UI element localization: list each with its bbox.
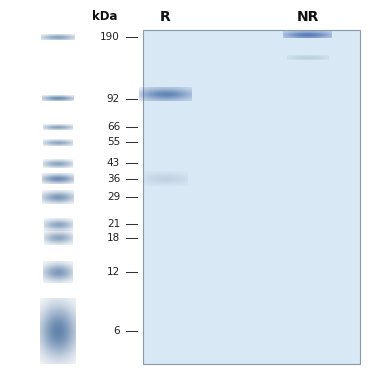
Text: 18: 18: [107, 232, 120, 243]
Text: 29: 29: [107, 192, 120, 202]
Text: kDa: kDa: [92, 10, 118, 23]
Text: 92: 92: [107, 94, 120, 104]
Text: 6: 6: [113, 326, 120, 336]
Text: R: R: [160, 10, 170, 24]
Text: 190: 190: [100, 32, 120, 42]
Text: 43: 43: [107, 158, 120, 168]
Text: 66: 66: [107, 122, 120, 132]
Text: 55: 55: [107, 137, 120, 147]
Text: NR: NR: [296, 10, 319, 24]
FancyBboxPatch shape: [142, 30, 360, 364]
Text: 12: 12: [107, 267, 120, 277]
Text: 21: 21: [107, 219, 120, 230]
Text: 36: 36: [107, 174, 120, 183]
